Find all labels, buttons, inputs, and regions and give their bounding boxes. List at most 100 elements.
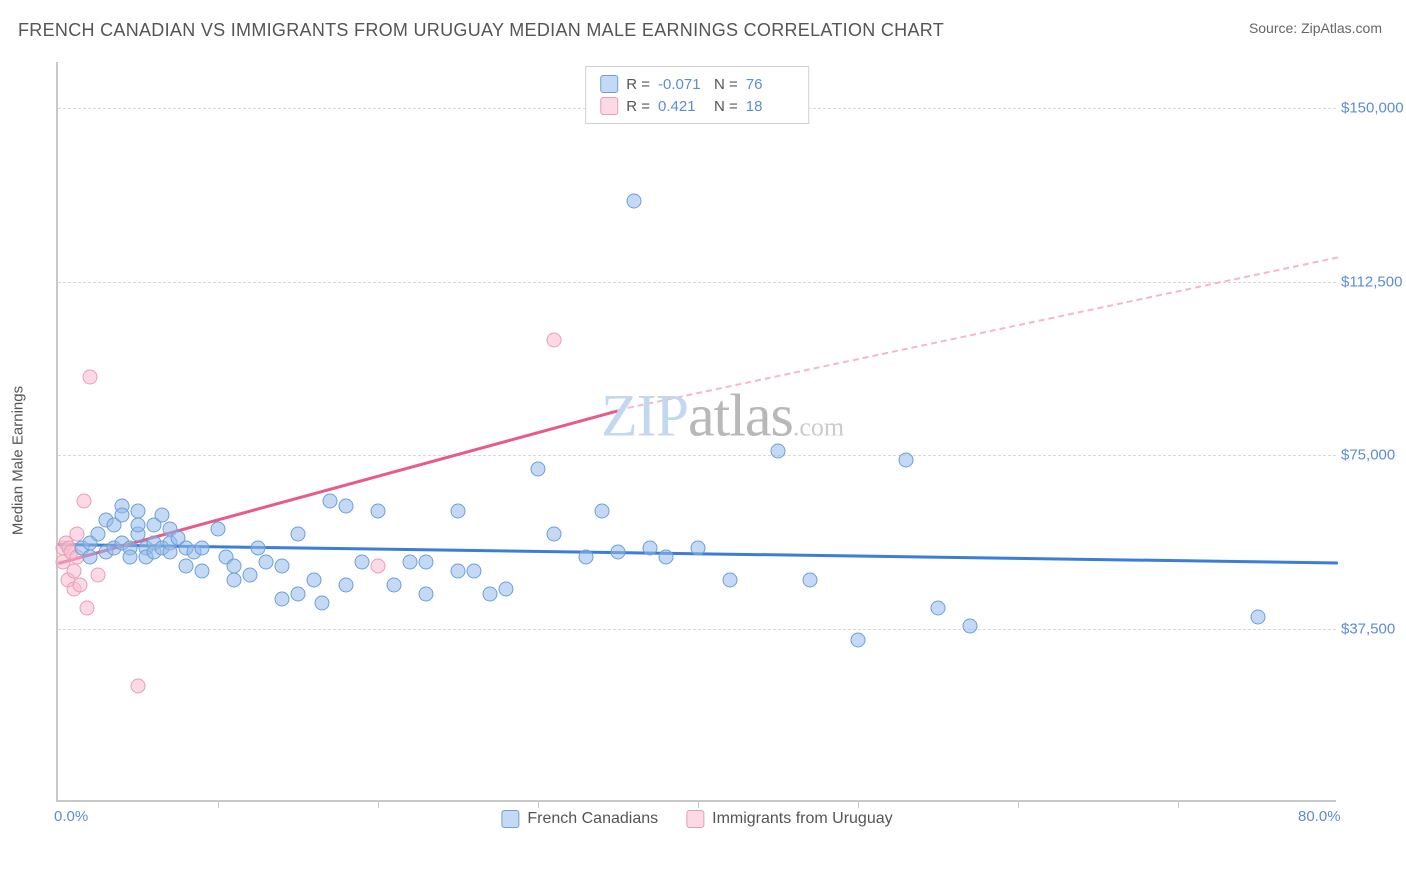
scatter-point-blue: [179, 559, 194, 574]
correlation-legend-row: R = -0.071 N = 76: [600, 73, 794, 95]
watermark: ZIPatlas.com: [601, 382, 844, 451]
scatter-point-blue: [547, 526, 562, 541]
r-value: 0.421: [658, 98, 706, 115]
n-label: N =: [714, 98, 738, 115]
x-tick-mark: [378, 800, 379, 808]
scatter-point-blue: [227, 559, 242, 574]
scatter-point-blue: [115, 508, 130, 523]
scatter-point-blue: [611, 545, 626, 560]
scatter-point-blue: [195, 563, 210, 578]
scatter-point-pink: [79, 600, 94, 615]
legend-swatch-blue: [600, 75, 618, 93]
scatter-point-blue: [291, 586, 306, 601]
legend-swatch-pink: [600, 97, 618, 115]
scatter-point-blue: [931, 600, 946, 615]
scatter-point-pink: [73, 577, 88, 592]
scatter-point-blue: [499, 582, 514, 597]
scatter-point-blue: [251, 540, 266, 555]
scatter-point-blue: [227, 573, 242, 588]
scatter-point-blue: [387, 577, 402, 592]
scatter-point-blue: [483, 586, 498, 601]
x-tick-mark: [538, 800, 539, 808]
x-tick-mark: [698, 800, 699, 808]
x-tick-label: 80.0%: [1298, 808, 1341, 825]
scatter-point-pink: [67, 563, 82, 578]
scatter-point-blue: [691, 540, 706, 555]
scatter-point-blue: [723, 573, 738, 588]
scatter-point-blue: [851, 633, 866, 648]
scatter-point-blue: [419, 586, 434, 601]
scatter-point-blue: [83, 549, 98, 564]
legend-label: Immigrants from Uruguay: [712, 810, 893, 828]
scatter-point-pink: [131, 679, 146, 694]
scatter-point-pink: [91, 568, 106, 583]
scatter-point-blue: [355, 554, 370, 569]
series-legend: French Canadians Immigrants from Uruguay: [501, 810, 892, 828]
correlation-legend: R = -0.071 N = 76 R = 0.421 N = 18: [585, 66, 809, 124]
chart-title: FRENCH CANADIAN VS IMMIGRANTS FROM URUGU…: [18, 20, 944, 41]
n-label: N =: [714, 76, 738, 93]
legend-item: Immigrants from Uruguay: [686, 810, 893, 828]
scatter-point-blue: [323, 494, 338, 509]
y-tick-label: $75,000: [1341, 447, 1406, 464]
scatter-point-blue: [659, 549, 674, 564]
scatter-point-blue: [579, 549, 594, 564]
correlation-legend-row: R = 0.421 N = 18: [600, 95, 794, 117]
scatter-point-blue: [371, 503, 386, 518]
watermark-com: .com: [793, 413, 844, 442]
y-tick-label: $112,500: [1341, 273, 1406, 290]
chart-header: FRENCH CANADIAN VS IMMIGRANTS FROM URUGU…: [0, 0, 1406, 51]
scatter-point-pink: [371, 559, 386, 574]
trendline: [618, 256, 1338, 411]
scatter-point-blue: [315, 596, 330, 611]
y-tick-label: $150,000: [1341, 100, 1406, 117]
scatter-point-blue: [155, 508, 170, 523]
r-label: R =: [626, 76, 650, 93]
chart-source: Source: ZipAtlas.com: [1249, 20, 1382, 36]
scatter-point-blue: [243, 568, 258, 583]
scatter-point-blue: [307, 573, 322, 588]
scatter-point-blue: [163, 545, 178, 560]
scatter-point-blue: [643, 540, 658, 555]
x-tick-mark: [858, 800, 859, 808]
r-value: -0.071: [658, 76, 706, 93]
plot-area: ZIPatlas.com R = -0.071 N = 76 R = 0.421…: [56, 62, 1336, 802]
scatter-point-blue: [403, 554, 418, 569]
gridline: [58, 629, 1336, 630]
r-label: R =: [626, 98, 650, 115]
scatter-point-blue: [451, 503, 466, 518]
scatter-point-blue: [531, 462, 546, 477]
scatter-point-blue: [211, 522, 226, 537]
scatter-point-blue: [803, 573, 818, 588]
n-value: 18: [746, 98, 794, 115]
scatter-point-blue: [339, 577, 354, 592]
scatter-point-blue: [963, 619, 978, 634]
x-tick-mark: [1178, 800, 1179, 808]
scatter-point-blue: [131, 517, 146, 532]
scatter-point-blue: [451, 563, 466, 578]
y-tick-label: $37,500: [1341, 620, 1406, 637]
scatter-point-blue: [627, 193, 642, 208]
scatter-point-blue: [899, 452, 914, 467]
scatter-point-blue: [339, 499, 354, 514]
watermark-zip: ZIP: [601, 383, 688, 449]
scatter-point-blue: [275, 559, 290, 574]
scatter-point-pink: [83, 369, 98, 384]
x-tick-label: 0.0%: [54, 808, 88, 825]
scatter-point-blue: [123, 549, 138, 564]
legend-label: French Canadians: [527, 810, 658, 828]
gridline: [58, 282, 1336, 283]
scatter-point-blue: [275, 591, 290, 606]
scatter-point-blue: [467, 563, 482, 578]
x-tick-mark: [218, 800, 219, 808]
scatter-point-blue: [595, 503, 610, 518]
chart-container: Median Male Earnings ZIPatlas.com R = -0…: [48, 62, 1388, 842]
scatter-point-blue: [1251, 610, 1266, 625]
scatter-point-blue: [419, 554, 434, 569]
scatter-point-blue: [131, 503, 146, 518]
n-value: 76: [746, 76, 794, 93]
gridline: [58, 455, 1336, 456]
legend-swatch-blue: [501, 810, 519, 828]
scatter-point-blue: [91, 526, 106, 541]
scatter-point-pink: [76, 494, 91, 509]
